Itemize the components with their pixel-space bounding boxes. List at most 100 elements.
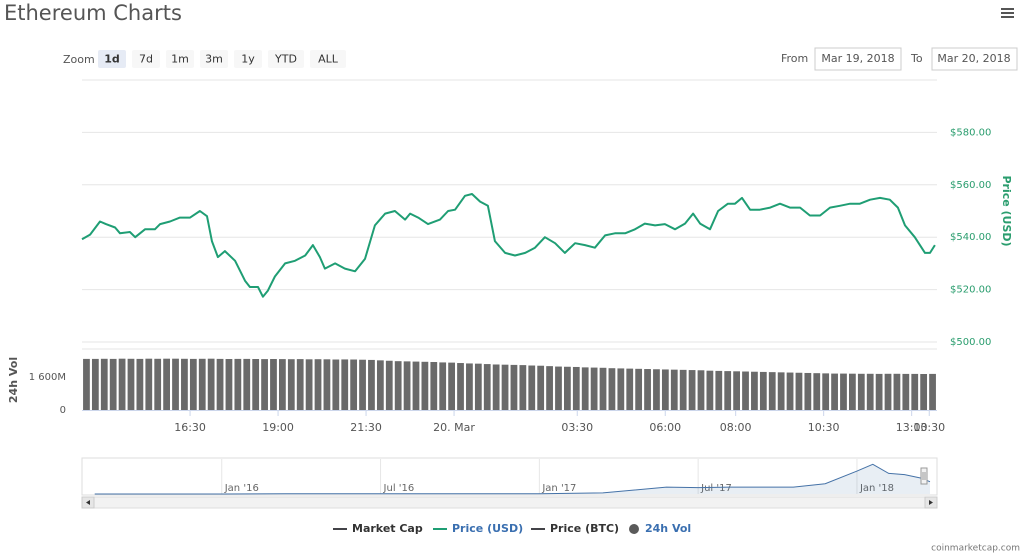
from-input[interactable] — [814, 47, 902, 71]
navigator-handle[interactable] — [920, 467, 928, 485]
volume-bar — [875, 373, 883, 410]
navigator-tick-label: Jan '18 — [859, 483, 894, 494]
page-title: Ethereum Charts — [4, 1, 182, 25]
volume-bar — [394, 361, 402, 410]
volume-bar — [857, 373, 865, 410]
volume-bar — [83, 358, 90, 410]
volume-bar — [234, 358, 242, 410]
volume-bar — [804, 372, 812, 410]
volume-bar — [189, 358, 197, 410]
zoom-button[interactable] — [200, 50, 228, 68]
navigator-tick-label: Jul '16 — [383, 483, 415, 494]
volume-bar — [911, 373, 919, 410]
volume-bar — [590, 367, 598, 410]
legend-item[interactable]: Market Cap — [333, 522, 423, 535]
y-axis-title: 24h Vol — [7, 357, 20, 403]
volume-bar — [225, 359, 233, 410]
to-date: Mar 20, 2018 — [937, 52, 1010, 65]
zoom-button[interactable] — [310, 50, 346, 68]
volume-bar — [670, 369, 678, 410]
legend-item[interactable]: 24h Vol — [629, 522, 691, 535]
navigator-tick-label: Jul '17 — [700, 483, 732, 494]
volume-bar — [929, 373, 936, 410]
volume-bar — [546, 366, 553, 410]
arrow-left — [86, 500, 90, 505]
zoom-button-label: 1d — [104, 53, 120, 66]
volume-bar — [368, 359, 375, 410]
volume-bar — [448, 362, 455, 410]
volume-bar — [920, 374, 928, 410]
volume-bar — [118, 358, 126, 410]
y-tick-label: 1 600M — [29, 372, 66, 383]
y-axis-title: Price (USD) — [1000, 175, 1013, 246]
volume-bar — [572, 366, 580, 410]
volume-bar — [849, 373, 856, 410]
zoom-button-label: 7d — [139, 53, 153, 66]
volume-bar — [216, 358, 224, 410]
volume-bar — [314, 359, 322, 410]
volume-bar — [198, 358, 206, 410]
x-tick-label: 06:00 — [649, 421, 681, 434]
volume-bar — [100, 358, 108, 410]
volume-bar — [466, 363, 473, 410]
legend-symbol — [629, 524, 639, 534]
volume-bar — [831, 373, 838, 410]
zoom-label: Zoom — [63, 53, 95, 66]
legend-label: Market Cap — [352, 522, 423, 535]
volume-bar — [252, 359, 260, 410]
navigator-tick-label: Jan '17 — [541, 483, 576, 494]
zoom-button-label: 1m — [171, 53, 189, 66]
scrollbar-track[interactable] — [81, 496, 938, 509]
volume-bar — [697, 370, 705, 410]
volume-bar — [412, 361, 420, 410]
volume-bar — [385, 360, 393, 410]
volume-bar — [759, 371, 767, 410]
volume-bar — [884, 373, 892, 410]
volume-bar — [261, 359, 268, 410]
x-tick-label: 10:30 — [808, 421, 840, 434]
menu-bar — [1001, 16, 1014, 18]
navigator-line — [94, 463, 931, 495]
legend-item[interactable]: Price (BTC) — [531, 522, 619, 535]
volume-bar — [822, 373, 830, 410]
zoom-button[interactable] — [98, 50, 126, 68]
navigator-frame — [81, 457, 938, 496]
volume-bar — [742, 371, 749, 410]
volume-bar — [893, 373, 901, 410]
volume-bar — [154, 358, 162, 410]
volume-bar — [902, 373, 910, 410]
x-tick-label: 19:00 — [262, 421, 294, 434]
volume-bar — [840, 373, 847, 410]
zoom-button[interactable] — [234, 50, 262, 68]
legend-label: Price (USD) — [452, 522, 523, 535]
volume-bar — [296, 359, 304, 410]
volume-bar — [599, 367, 607, 410]
volume-bar — [270, 359, 277, 410]
x-tick-label: 08:00 — [720, 421, 752, 434]
volume-bar — [661, 369, 669, 410]
volume-bar — [350, 359, 358, 410]
volume-bar — [635, 368, 643, 410]
volume-bar — [528, 365, 536, 410]
zoom-button[interactable] — [166, 50, 194, 68]
legend-label: 24h Vol — [645, 522, 691, 535]
to-input[interactable] — [931, 47, 1018, 71]
menu-button[interactable] — [998, 6, 1016, 22]
x-tick-label: 03:30 — [561, 421, 593, 434]
volume-bar — [359, 359, 366, 410]
zoom-button[interactable] — [268, 50, 304, 68]
volume-bar — [644, 369, 651, 410]
x-tick-label: 13:30 — [913, 421, 945, 434]
zoom-button-label: 3m — [205, 53, 223, 66]
volume-bar — [91, 358, 99, 410]
zoom-button-label: YTD — [274, 53, 297, 66]
volume-bar — [688, 370, 696, 410]
volume-bar — [501, 364, 509, 410]
volume-bar — [795, 372, 803, 410]
volume-bar — [457, 363, 464, 410]
zoom-button[interactable] — [132, 50, 160, 68]
volume-bar — [786, 372, 794, 410]
y-tick-label: $540.00 — [950, 232, 991, 243]
legend-item[interactable]: Price (USD) — [433, 522, 523, 535]
